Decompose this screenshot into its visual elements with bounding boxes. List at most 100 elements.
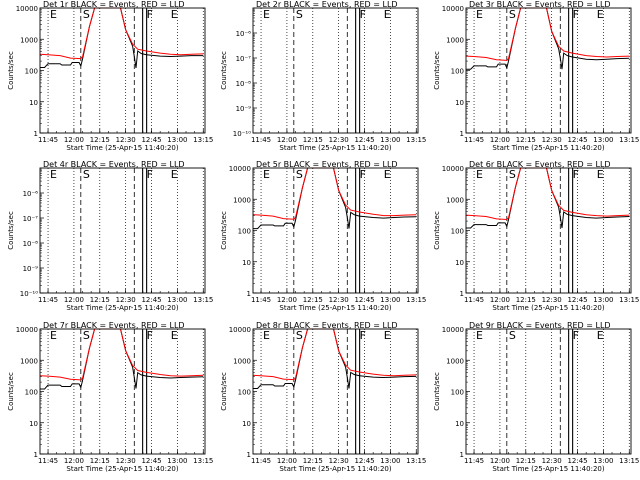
panel-title: Det 4r BLACK = Events, RED = LLD bbox=[43, 160, 185, 169]
y-tick-label: 10000 bbox=[442, 165, 464, 173]
x-tick-label: 12:45 bbox=[141, 296, 161, 304]
y-tick-label: 10 bbox=[29, 420, 38, 428]
x-tick-label: 11:45 bbox=[464, 296, 484, 304]
x-tick-label: 12:15 bbox=[303, 457, 323, 465]
x-tick-label: 13:15 bbox=[193, 457, 213, 465]
x-tick-label: 12:30 bbox=[116, 296, 136, 304]
y-tick-label: 1000 bbox=[233, 196, 251, 204]
y-axis-label: Counts/sec bbox=[433, 372, 441, 411]
x-tick-label: 11:45 bbox=[464, 136, 484, 144]
y-axis-label: Counts/sec bbox=[433, 51, 441, 90]
x-tick-label: 13:00 bbox=[593, 457, 613, 465]
marker-label: S bbox=[509, 8, 516, 21]
panel-title: Det 9r BLACK = Events, RED = LLD bbox=[469, 321, 611, 330]
y-tick-label: 1 bbox=[34, 451, 38, 459]
y-axis-label: Counts/sec bbox=[7, 211, 15, 250]
detector-panel: Det 7r BLACK = Events, RED = LLD 11:45 12:… bbox=[7, 321, 213, 473]
y-tick-label: 100 bbox=[451, 228, 464, 236]
series-line-lld bbox=[39, 7, 204, 60]
plot-frame bbox=[252, 328, 419, 455]
y-tick-label: 1 bbox=[460, 130, 464, 138]
x-tick-label: 12:45 bbox=[567, 296, 587, 304]
x-tick-label: 12:45 bbox=[354, 136, 374, 144]
series-line-lld bbox=[252, 167, 417, 220]
x-axis-label: Start Time (25-Apr-15 11:40:20) bbox=[492, 304, 604, 312]
plot-frame bbox=[252, 7, 419, 134]
y-tick-label: 100 bbox=[451, 389, 464, 397]
x-tick-label: 12:45 bbox=[141, 136, 161, 144]
marker-label: E bbox=[476, 8, 483, 21]
marker-label: E bbox=[476, 168, 483, 181]
marker-label: E bbox=[50, 8, 57, 21]
series-line-lld bbox=[39, 328, 204, 381]
x-tick-label: 12:00 bbox=[64, 457, 84, 465]
plot-frame bbox=[465, 7, 632, 134]
y-tick-label: 1 bbox=[247, 451, 251, 459]
marker-label: S bbox=[296, 168, 303, 181]
x-tick-label: 13:00 bbox=[167, 457, 187, 465]
y-tick-label: 10⁻⁶ bbox=[236, 30, 252, 38]
y-axis-label: Counts/sec bbox=[7, 51, 15, 90]
plot-frame bbox=[465, 328, 632, 455]
x-tick-label: 12:00 bbox=[64, 136, 84, 144]
series-line-lld bbox=[252, 328, 417, 381]
x-tick-label: 12:15 bbox=[516, 457, 536, 465]
marker-label: S bbox=[509, 329, 516, 342]
x-tick-label: 13:15 bbox=[406, 136, 426, 144]
detector-panel: Det 4r BLACK = Events, RED = LLD 11:45 12:… bbox=[7, 160, 213, 312]
y-tick-label: 10 bbox=[455, 99, 464, 107]
x-tick-label: 12:30 bbox=[329, 457, 349, 465]
y-tick-label: 100 bbox=[25, 389, 38, 397]
y-tick-label: 100 bbox=[451, 68, 464, 76]
y-tick-label: 10000 bbox=[16, 326, 38, 334]
x-tick-label: 13:00 bbox=[167, 296, 187, 304]
x-tick-label: 11:45 bbox=[251, 296, 271, 304]
marker-label: E bbox=[384, 329, 391, 342]
plot-frame bbox=[465, 167, 632, 294]
series-line-lld bbox=[465, 167, 630, 221]
plot-frame bbox=[39, 328, 206, 455]
x-tick-label: 12:30 bbox=[116, 136, 136, 144]
x-tick-label: 12:30 bbox=[542, 296, 562, 304]
series-line-events bbox=[466, 167, 630, 229]
x-tick-label: 13:15 bbox=[619, 457, 639, 465]
plot-frame bbox=[39, 167, 206, 294]
y-axis-label: Counts/sec bbox=[220, 211, 228, 250]
panel-title: Det 5r BLACK = Events, RED = LLD bbox=[256, 160, 398, 169]
y-tick-label: 10000 bbox=[229, 326, 251, 334]
detector-panel: Det 2r BLACK = Events, RED = LLD 11:45 12:… bbox=[220, 0, 426, 152]
x-tick-label: 12:30 bbox=[542, 457, 562, 465]
x-tick-label: 12:30 bbox=[116, 457, 136, 465]
y-tick-label: 10000 bbox=[442, 326, 464, 334]
marker-label: S bbox=[83, 329, 90, 342]
marker-label: S bbox=[83, 8, 90, 21]
x-tick-label: 12:45 bbox=[567, 457, 587, 465]
marker-label: E bbox=[597, 329, 604, 342]
y-tick-label: 1 bbox=[460, 290, 464, 298]
marker-label: F bbox=[147, 168, 153, 181]
panel-title: Det 6r BLACK = Events, RED = LLD bbox=[469, 160, 611, 169]
marker-label: E bbox=[384, 168, 391, 181]
x-tick-label: 12:15 bbox=[90, 457, 110, 465]
series-line-lld bbox=[465, 7, 630, 61]
x-axis-label: Start Time (25-Apr-15 11:40:20) bbox=[279, 465, 391, 473]
y-tick-label: 1000 bbox=[446, 357, 464, 365]
y-tick-label: 100 bbox=[238, 228, 251, 236]
detector-panel: Det 9r BLACK = Events, RED = LLD 11:45 12:… bbox=[433, 321, 639, 473]
x-tick-label: 12:15 bbox=[303, 136, 323, 144]
x-axis-label: Start Time (25-Apr-15 11:40:20) bbox=[66, 304, 178, 312]
x-tick-label: 13:00 bbox=[167, 136, 187, 144]
x-tick-label: 11:45 bbox=[464, 457, 484, 465]
marker-label: E bbox=[263, 168, 270, 181]
x-tick-label: 11:45 bbox=[38, 296, 58, 304]
y-tick-label: 1000 bbox=[446, 196, 464, 204]
detector-panel: Det 3r BLACK = Events, RED = LLD 11:45 12:… bbox=[433, 0, 639, 152]
x-tick-label: 12:45 bbox=[567, 136, 587, 144]
series-line-events bbox=[40, 328, 204, 390]
marker-label: S bbox=[509, 168, 516, 181]
x-tick-label: 13:15 bbox=[193, 136, 213, 144]
marker-label: F bbox=[360, 8, 366, 21]
x-tick-label: 12:00 bbox=[277, 457, 297, 465]
marker-label: F bbox=[147, 8, 153, 21]
marker-label: E bbox=[171, 8, 178, 21]
